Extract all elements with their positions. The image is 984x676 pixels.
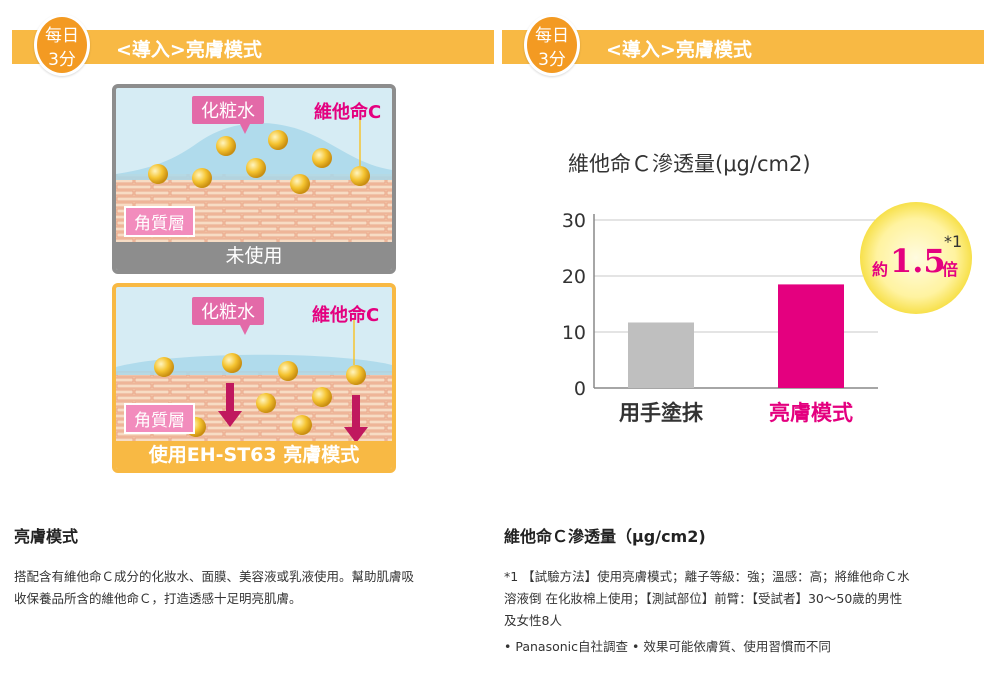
callout-value: 1.5: [890, 242, 946, 280]
left-daily-badge: 每日 3分: [34, 14, 90, 76]
illustration-before: 化粧水 維他命C 角質層 未使用: [112, 84, 396, 274]
right-header-title: <導入>亮膚模式: [606, 39, 752, 61]
left-section-title: 亮膚模式: [14, 527, 79, 546]
badge-line2: 3分: [538, 50, 566, 70]
vitamin-c-tag-after: 維他命C: [312, 305, 380, 326]
y-tick-label: 20: [562, 266, 586, 288]
description-line-1: 搭配含有維他命Ｃ成分的化妝水、面膜、美容液或乳液使用。幫助肌膚吸: [14, 569, 415, 584]
toner-tag-after: 化粧水: [192, 297, 264, 325]
right-daily-badge: 每日 3分: [524, 14, 580, 76]
x-category-label: 用手塗抹: [619, 401, 704, 425]
callout-starburst: [860, 202, 972, 314]
chart-title: 維他命Ｃ滲透量(μg/cm2): [568, 152, 811, 176]
badge-line1: 每日: [535, 26, 569, 46]
note-line-3: 及女性8人: [504, 613, 562, 628]
y-tick-label: 0: [574, 378, 586, 400]
note-line-1: *1 【試驗方法】使用亮膚模式；離子等級：強；溫感：高；將維他命Ｃ水: [504, 569, 910, 584]
callout-footnote: *1: [944, 232, 963, 251]
layer-tag-after: 角質層: [124, 403, 195, 434]
y-tick-label: 10: [562, 322, 586, 344]
badge-line2: 3分: [48, 50, 76, 70]
note-line-2: 溶液倒 在化妝棉上使用；【測試部位】前臂：【受試者】30～50歲的男性: [504, 591, 903, 606]
penetration-bar-chart: 0 10 20 30 用手塗抹 亮膚模式: [562, 210, 878, 425]
right-panel: <導入>亮膚模式 每日 3分 維他命Ｃ滲透量(μg/cm2) 0 10 20 30 用手…: [502, 0, 984, 676]
right-header-bar: <導入>亮膚模式: [502, 30, 984, 64]
bar-1: [628, 322, 694, 388]
left-header-bar: <導入>亮膚模式: [12, 30, 494, 64]
layer-tag-before: 角質層: [124, 206, 195, 237]
left-header-title: <導入>亮膚模式: [116, 39, 262, 61]
illustration-caption-before: 未使用: [116, 242, 392, 270]
note-line-4: • Panasonic自社調查 • 效果可能依膚質、使用習慣而不同: [504, 639, 831, 654]
callout-prefix: 約: [872, 260, 889, 279]
illustration-caption-after: 使用EH-ST63 亮膚模式: [116, 441, 392, 469]
x-category-label: 亮膚模式: [769, 401, 853, 425]
left-description: 搭配含有維他命Ｃ成分的化妝水、面膜、美容液或乳液使用。幫助肌膚吸 收保養品所含的…: [14, 566, 414, 610]
vitamin-c-tag-before: 維他命C: [314, 102, 382, 123]
badge-line1: 每日: [45, 26, 79, 46]
callout-suffix: 倍: [942, 260, 959, 279]
right-section-title: 維他命Ｃ滲透量（μg/cm2): [504, 527, 706, 546]
right-notes: *1 【試驗方法】使用亮膚模式；離子等級：強；溫感：高；將維他命Ｃ水 溶液倒 在…: [504, 566, 910, 658]
description-line-2: 收保養品所含的維他命Ｃ，打造透感十足明亮肌膚。: [14, 591, 302, 606]
illustration-after: 化粧水 維他命C 角質層 使用EH-ST63 亮膚模式: [112, 283, 396, 473]
toner-tag-before: 化粧水: [192, 96, 264, 124]
bar-2: [778, 284, 844, 388]
y-tick-label: 30: [562, 210, 586, 232]
left-panel: <導入>亮膚模式 每日 3分: [12, 0, 494, 676]
callout-ratio: 約 1.5 倍 *1: [872, 232, 964, 296]
